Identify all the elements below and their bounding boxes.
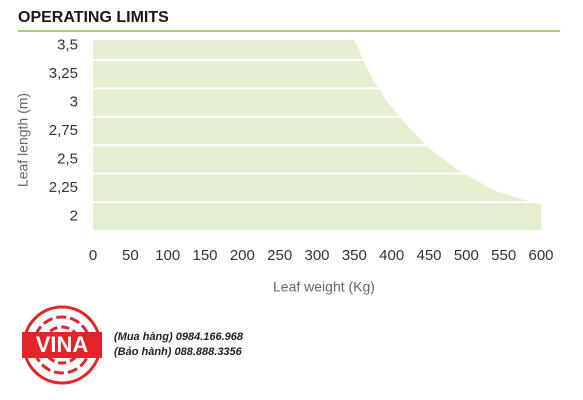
x-tick-label: 100: [155, 247, 180, 264]
x-tick-label: 50: [122, 247, 139, 264]
y-tick-label: 2,75: [49, 122, 78, 139]
x-tick-label: 200: [230, 247, 255, 264]
y-tick-label: 2: [70, 207, 78, 224]
x-tick-label: 550: [491, 247, 516, 264]
contact-line: (Bảo hành) 088.888.3356: [114, 346, 243, 358]
contact-line: (Mua hàng) 0984.166.968: [114, 331, 244, 343]
x-tick-label: 350: [342, 247, 367, 264]
y-tick-label: 3: [70, 94, 78, 111]
y-tick-label: 3,5: [57, 37, 78, 54]
x-tick-label: 0: [89, 247, 97, 264]
x-tick-label: 300: [304, 247, 329, 264]
logo-band: [22, 332, 102, 358]
y-tick-label: 3,25: [49, 65, 78, 82]
logo-text: VINA: [36, 332, 89, 357]
y-axis-label: Leaf length (m): [15, 93, 31, 187]
chart-title: OPERATING LIMITS: [18, 9, 169, 26]
x-tick-label: 400: [379, 247, 404, 264]
x-tick-label: 500: [454, 247, 479, 264]
y-tick-label: 2,5: [57, 150, 78, 167]
x-tick-label: 600: [528, 247, 553, 264]
x-tick-label: 250: [267, 247, 292, 264]
x-tick-label: 150: [192, 247, 217, 264]
y-tick-label: 2,25: [49, 179, 78, 196]
x-axis-label: Leaf weight (Kg): [273, 279, 375, 295]
x-tick-label: 450: [416, 247, 441, 264]
logo: VINA: [22, 305, 102, 385]
